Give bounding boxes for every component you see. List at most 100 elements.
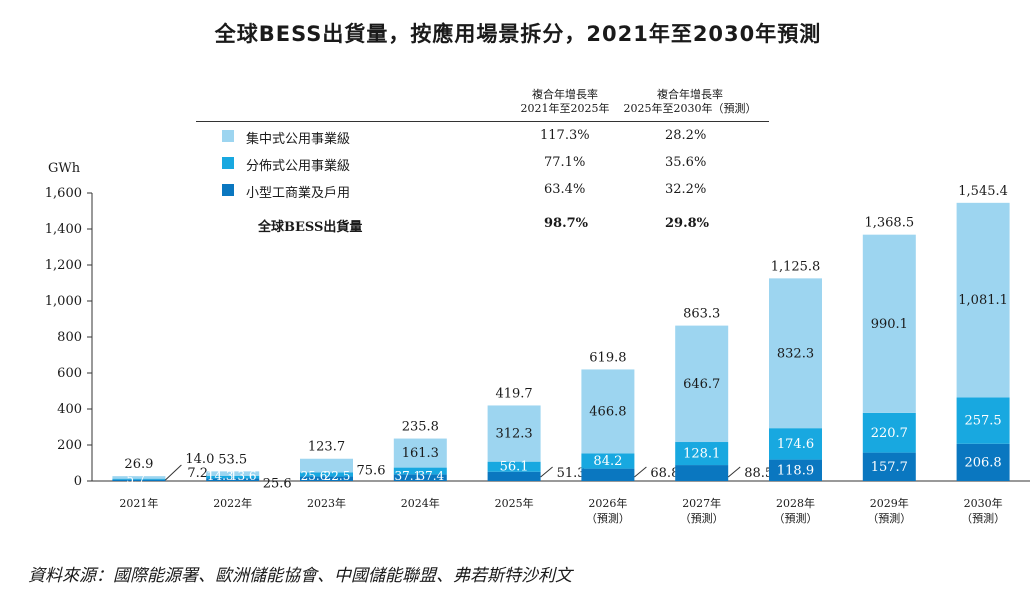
x-tick-label: 2022年 bbox=[213, 496, 252, 510]
bar-segment bbox=[581, 369, 635, 454]
bar-segment bbox=[769, 428, 822, 460]
x-tick-label: 2028年 bbox=[776, 496, 815, 510]
bar-segment bbox=[581, 453, 635, 469]
bar-segment-label: 22.5 bbox=[324, 469, 351, 483]
bar-segment bbox=[769, 459, 822, 481]
bar-total-label: 1,125.8 bbox=[771, 259, 821, 274]
bar-segment bbox=[956, 202, 1010, 398]
bar-segment-label: 312.3 bbox=[495, 427, 532, 442]
cagr-distributed-2021-2025: 77.1% bbox=[544, 155, 586, 170]
chart-title: 全球BESS出貨量，按應用場景拆分，2021年至2030年預測 bbox=[214, 22, 822, 46]
cagr-header-1-line1: 複合年增長率 bbox=[532, 88, 598, 101]
bar-segment-label: 84.2 bbox=[593, 454, 622, 469]
bar-segment-label: 5.7 bbox=[126, 472, 145, 486]
x-tick-label: 2025年 bbox=[495, 496, 534, 510]
bar-segment-label: 466.8 bbox=[589, 404, 626, 419]
legend-label-small-ci-residential: 小型工商業及戶用 bbox=[246, 186, 351, 201]
bar-segment-label: 174.6 bbox=[777, 437, 814, 452]
x-tick-label: 2021年 bbox=[119, 496, 158, 510]
x-tick-label: 2026年 bbox=[588, 496, 627, 510]
bar-segment bbox=[300, 476, 353, 481]
y-tick-label: 1,400 bbox=[45, 222, 82, 237]
legend-swatch-centralized bbox=[222, 130, 234, 142]
bar-total-label: 26.9 bbox=[124, 457, 153, 472]
bar-segment bbox=[206, 478, 260, 481]
bar-total-label: 53.5 bbox=[218, 452, 247, 467]
label-leader-line bbox=[540, 466, 553, 478]
bar-segment bbox=[112, 479, 166, 481]
bar-segment-label: 25.6 bbox=[263, 476, 292, 491]
bar-segment bbox=[675, 325, 729, 443]
bar-segment-label: 68.8 bbox=[650, 466, 679, 481]
legend-label-centralized: 集中式公用事業級 bbox=[246, 132, 351, 147]
x-tick-label: （預測） bbox=[961, 511, 1005, 525]
bar-total-label: 1,368.5 bbox=[864, 216, 914, 231]
y-axis-unit-label: GWh bbox=[48, 161, 81, 176]
y-tick-label: 1,200 bbox=[45, 258, 82, 273]
x-tick-label: 2024年 bbox=[401, 496, 440, 510]
cagr-header-2-line1: 複合年增長率 bbox=[657, 88, 723, 101]
bar-segment bbox=[956, 443, 1010, 481]
bar-segment-label: 88.5 bbox=[744, 466, 773, 481]
y-tick-label: 200 bbox=[57, 438, 82, 453]
bar-segment-label: 14.3 bbox=[207, 469, 234, 483]
bar-total-label: 235.8 bbox=[402, 420, 439, 435]
bar-segment bbox=[487, 405, 541, 462]
bar-segment bbox=[581, 468, 635, 481]
bar-total-label: 419.7 bbox=[495, 386, 532, 401]
label-leader-line bbox=[165, 464, 182, 481]
label-leader-line bbox=[634, 466, 647, 478]
cagr-distributed-2025-2030: 35.6% bbox=[665, 155, 707, 170]
cagr-small-ci-2021-2025: 63.4% bbox=[544, 182, 586, 197]
cagr-header-1-line2: 2021年至2025年 bbox=[520, 102, 610, 115]
bar-segment-label: 646.7 bbox=[683, 377, 720, 392]
bar-segment-label: 75.6 bbox=[357, 464, 386, 479]
x-tick-label: 2027年 bbox=[682, 496, 721, 510]
cagr-small-ci-2025-2030: 32.2% bbox=[665, 182, 707, 197]
bar-segment-label: 990.1 bbox=[871, 317, 908, 332]
bar-segment bbox=[487, 461, 541, 472]
bar-segment-label: 206.8 bbox=[964, 455, 1001, 470]
bar-segment-label: 832.3 bbox=[777, 346, 814, 361]
y-tick-label: 800 bbox=[57, 330, 82, 345]
bar-segment-label: 257.5 bbox=[964, 414, 1001, 429]
x-tick-label: 2029年 bbox=[870, 496, 909, 510]
bar-segment bbox=[393, 438, 447, 468]
bar-segment bbox=[112, 476, 166, 479]
bar-segment-label: 51.3 bbox=[557, 466, 586, 481]
bar-segment bbox=[487, 471, 541, 481]
y-tick-label: 0 bbox=[74, 474, 82, 489]
y-tick-label: 1,600 bbox=[45, 186, 82, 201]
bar-segment bbox=[956, 397, 1010, 444]
source-note: 資料來源：國際能源署、歐洲儲能協會、中國儲能聯盟、弗若斯特沙利文 bbox=[28, 566, 572, 586]
cagr-header-rule bbox=[196, 121, 769, 122]
x-tick-label: （預測） bbox=[867, 511, 911, 525]
bar-total-label: 619.8 bbox=[589, 350, 626, 365]
bar-segment-label: 118.9 bbox=[777, 463, 814, 478]
bar-segment bbox=[206, 471, 260, 476]
x-tick-label: （預測） bbox=[774, 511, 818, 525]
bar-segment bbox=[112, 478, 166, 480]
bar-segment-label: 56.1 bbox=[500, 460, 529, 475]
bar-segment bbox=[675, 442, 729, 466]
bar-segment-label: 14.0 bbox=[185, 452, 214, 467]
bar-segment-label: 157.7 bbox=[871, 460, 908, 475]
bar-segment bbox=[393, 474, 447, 481]
bar-segment-label: 13.6 bbox=[230, 469, 257, 483]
cagr-total-2025-2030: 29.8% bbox=[665, 216, 710, 231]
label-leader-line bbox=[727, 466, 741, 478]
cagr-total-label: 全球BESS出貨量 bbox=[258, 220, 363, 235]
x-tick-label: （預測） bbox=[680, 511, 724, 525]
x-tick-label: 2030年 bbox=[964, 496, 1003, 510]
bar-segment bbox=[862, 412, 916, 453]
bar-segment bbox=[206, 475, 260, 479]
bar-total-label: 863.3 bbox=[683, 307, 720, 322]
bar-segment bbox=[300, 458, 353, 473]
legend-swatch-distributed bbox=[222, 157, 234, 169]
bar-segment-label: 7.2 bbox=[187, 466, 208, 481]
bar-segment-label: 161.3 bbox=[402, 446, 439, 461]
bar-total-label: 1,545.4 bbox=[958, 184, 1008, 199]
bar-segment bbox=[862, 452, 916, 481]
x-tick-label: 2023年 bbox=[307, 496, 346, 510]
